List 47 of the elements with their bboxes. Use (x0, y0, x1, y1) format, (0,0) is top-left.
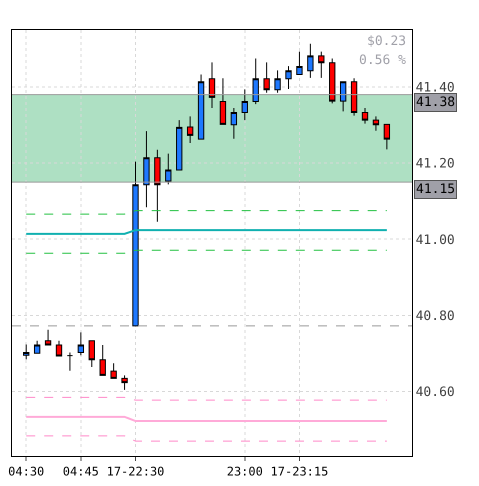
y-tick-label: 41.00 (416, 232, 455, 248)
ref-line-label: 41.15 (416, 182, 456, 197)
x-tick-label: 17-22:30 (106, 464, 164, 478)
candlestick (165, 153, 172, 185)
x-tick-label: 04:30 (8, 464, 44, 478)
candlestick (176, 120, 182, 170)
candlestick (100, 344, 106, 376)
candlestick (350, 78, 358, 116)
y-tick-label: 40.60 (416, 384, 455, 400)
candlestick (384, 124, 390, 150)
candlestick (307, 43, 314, 78)
candlestick (23, 344, 30, 360)
y-tick-label: 41.40 (416, 80, 455, 96)
candlestick (34, 340, 40, 354)
candlestick (230, 107, 238, 140)
x-tick-label: 23:00 (226, 464, 263, 478)
candlestick (198, 74, 204, 140)
candlestick (44, 329, 52, 346)
candlestick (154, 149, 161, 222)
candlestick (318, 51, 324, 78)
annotation: $0.23 (367, 34, 406, 49)
candlestick (362, 107, 368, 124)
candlestick (296, 51, 303, 75)
candlestick (56, 340, 62, 356)
y-tick-label: 41.20 (416, 156, 455, 172)
candlestick (66, 352, 74, 372)
candlestick (208, 62, 216, 108)
candlestick (340, 81, 346, 112)
ref-line-label: 41.38 (416, 95, 456, 110)
candlestick (143, 130, 150, 208)
candlestick (242, 88, 248, 121)
candlestick (252, 58, 259, 105)
candlestick (329, 58, 336, 104)
candlestick (110, 362, 117, 379)
candlestick (121, 374, 128, 390)
annotation: 0.56 % (359, 53, 406, 68)
candlestick (88, 340, 95, 368)
y-tick-label: 40.80 (416, 308, 455, 324)
x-tick-label: 04:45 (62, 464, 99, 478)
candlestick (274, 70, 281, 94)
candlestick (78, 332, 84, 356)
candlestick (263, 62, 270, 94)
candlestick (372, 116, 380, 132)
candlestick (285, 66, 292, 90)
candlestick (220, 78, 226, 125)
x-tick-label: 17-23:15 (270, 464, 328, 478)
candlestick (186, 116, 194, 144)
